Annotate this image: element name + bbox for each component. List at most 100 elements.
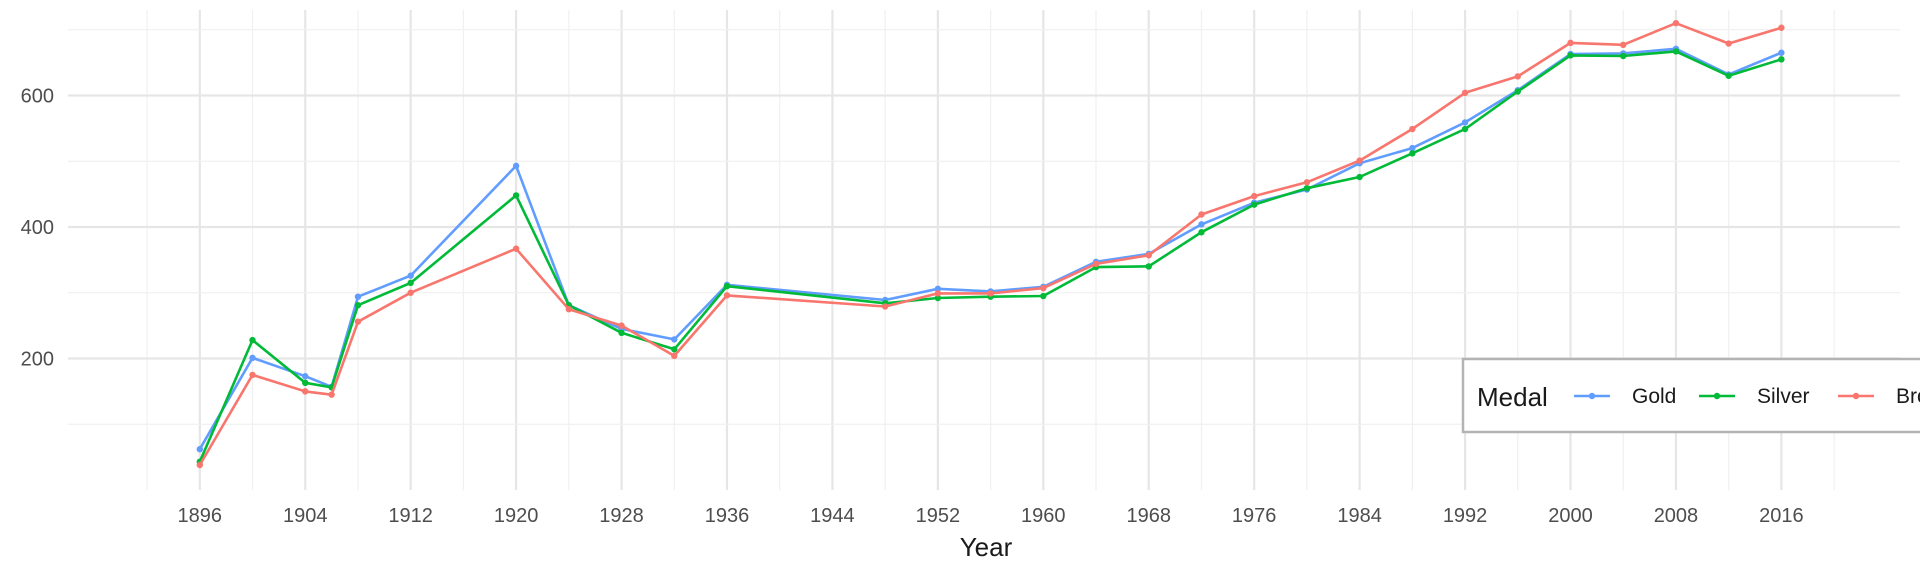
x-tick-label: 1968 bbox=[1126, 505, 1171, 527]
x-tick-label: 1960 bbox=[1021, 505, 1066, 527]
x-tick-label: 1904 bbox=[283, 505, 328, 527]
point-silver bbox=[1567, 52, 1574, 59]
point-bronze bbox=[565, 305, 573, 313]
x-tick-label: 1928 bbox=[599, 505, 644, 527]
point-gold bbox=[249, 354, 256, 362]
point-silver bbox=[354, 302, 362, 309]
legend-item-bronze: Bronze bbox=[1838, 385, 1920, 408]
x-tick-label: 1992 bbox=[1443, 505, 1488, 527]
x-tick-label: 1984 bbox=[1337, 505, 1382, 527]
series-layer bbox=[196, 19, 1785, 469]
point-bronze bbox=[1356, 157, 1363, 164]
legend-item-silver: Silver bbox=[1699, 385, 1810, 408]
point-bronze bbox=[1778, 24, 1785, 31]
point-silver bbox=[1356, 173, 1363, 181]
point-bronze bbox=[1514, 73, 1521, 80]
legend-label-bronze: Bronze bbox=[1896, 385, 1920, 408]
point-silver bbox=[671, 346, 678, 353]
x-tick-label: 1944 bbox=[810, 505, 855, 527]
point-bronze bbox=[934, 290, 942, 297]
point-bronze bbox=[512, 245, 520, 252]
point-bronze bbox=[1250, 192, 1258, 200]
point-gold bbox=[934, 285, 942, 292]
point-bronze bbox=[1303, 179, 1311, 186]
y-tick-label: 400 bbox=[21, 217, 54, 239]
point-bronze bbox=[723, 292, 731, 299]
point-silver bbox=[1461, 125, 1469, 133]
point-silver bbox=[1409, 150, 1416, 157]
point-bronze bbox=[354, 318, 362, 325]
point-bronze bbox=[1040, 284, 1047, 292]
point-silver bbox=[407, 279, 414, 287]
point-bronze bbox=[1198, 211, 1205, 218]
point-gold bbox=[512, 162, 520, 170]
point-silver bbox=[934, 294, 942, 302]
x-axis-title: Year bbox=[960, 532, 1013, 562]
x-tick-label: 1976 bbox=[1232, 505, 1277, 527]
point-gold bbox=[1198, 221, 1205, 228]
point-bronze bbox=[1409, 125, 1416, 133]
point-bronze bbox=[1620, 41, 1627, 49]
point-bronze bbox=[1567, 39, 1574, 47]
point-silver bbox=[1620, 52, 1627, 60]
series-bronze bbox=[196, 19, 1785, 469]
legend: Medal Gold Silver Bronze bbox=[1461, 357, 1920, 434]
point-silver bbox=[1040, 292, 1047, 300]
point-bronze bbox=[328, 391, 335, 398]
point-bronze bbox=[1672, 19, 1680, 27]
point-gold bbox=[671, 336, 678, 343]
point-bronze bbox=[618, 322, 625, 329]
x-tick-label: 1952 bbox=[916, 505, 961, 527]
legend-point-gold bbox=[1588, 392, 1596, 400]
point-bronze bbox=[1461, 89, 1469, 97]
point-bronze bbox=[1725, 40, 1732, 47]
point-silver bbox=[1778, 56, 1785, 63]
legend-title: Medal bbox=[1477, 382, 1548, 412]
point-gold bbox=[1778, 49, 1785, 56]
point-silver bbox=[723, 282, 731, 290]
legend-label-silver: Silver bbox=[1757, 385, 1810, 408]
point-silver bbox=[512, 192, 520, 199]
x-tick-label: 2008 bbox=[1654, 505, 1699, 527]
point-silver bbox=[1514, 88, 1521, 95]
x-axis-ticks: 1896 1904 1912 1920 1928 1936 1944 1952 1960 1968… bbox=[178, 505, 1804, 527]
point-silver bbox=[1725, 72, 1732, 79]
x-tick-label: 2016 bbox=[1759, 505, 1804, 527]
point-silver bbox=[1303, 184, 1311, 192]
legend-items: Gold Silver Bronze bbox=[1574, 385, 1920, 408]
point-bronze bbox=[987, 290, 994, 297]
point-bronze bbox=[407, 289, 414, 296]
point-gold bbox=[1461, 119, 1469, 126]
legend-item-gold: Gold bbox=[1574, 385, 1676, 408]
legend-label-gold: Gold bbox=[1632, 385, 1676, 408]
point-bronze bbox=[302, 388, 309, 395]
point-gold bbox=[302, 373, 309, 380]
x-tick-label: 2000 bbox=[1548, 505, 1593, 527]
point-silver bbox=[1198, 229, 1205, 236]
y-tick-label: 200 bbox=[21, 348, 54, 370]
x-tick-label: 1920 bbox=[494, 505, 539, 527]
point-bronze bbox=[881, 303, 889, 310]
point-bronze bbox=[249, 371, 256, 379]
point-gold bbox=[196, 446, 203, 453]
legend-point-bronze bbox=[1852, 392, 1860, 400]
point-bronze bbox=[196, 461, 203, 469]
point-bronze bbox=[1145, 252, 1152, 259]
y-tick-label: 600 bbox=[21, 85, 54, 107]
point-silver bbox=[249, 336, 256, 344]
point-silver bbox=[1250, 201, 1258, 208]
point-gold bbox=[407, 272, 414, 279]
point-silver bbox=[302, 379, 309, 387]
point-gold bbox=[1409, 144, 1416, 152]
point-silver bbox=[1672, 48, 1680, 55]
point-gold bbox=[354, 293, 362, 300]
point-silver bbox=[618, 329, 625, 337]
y-axis-ticks: 200 400 600 bbox=[21, 85, 54, 370]
point-bronze bbox=[671, 352, 678, 360]
legend-point-silver bbox=[1713, 392, 1721, 400]
point-bronze bbox=[1092, 260, 1100, 268]
x-tick-label: 1936 bbox=[705, 505, 750, 527]
x-tick-label: 1912 bbox=[388, 505, 433, 527]
x-tick-label: 1896 bbox=[178, 505, 223, 527]
